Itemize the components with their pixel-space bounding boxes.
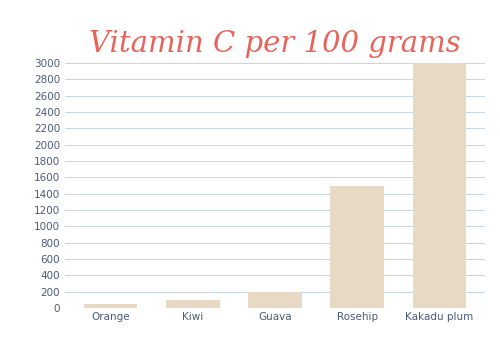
Bar bbox=[330, 186, 384, 308]
Bar bbox=[412, 63, 466, 308]
Bar bbox=[248, 292, 302, 308]
Title: Vitamin C per 100 grams: Vitamin C per 100 grams bbox=[89, 30, 461, 58]
Bar bbox=[166, 300, 220, 308]
Bar bbox=[84, 304, 138, 308]
